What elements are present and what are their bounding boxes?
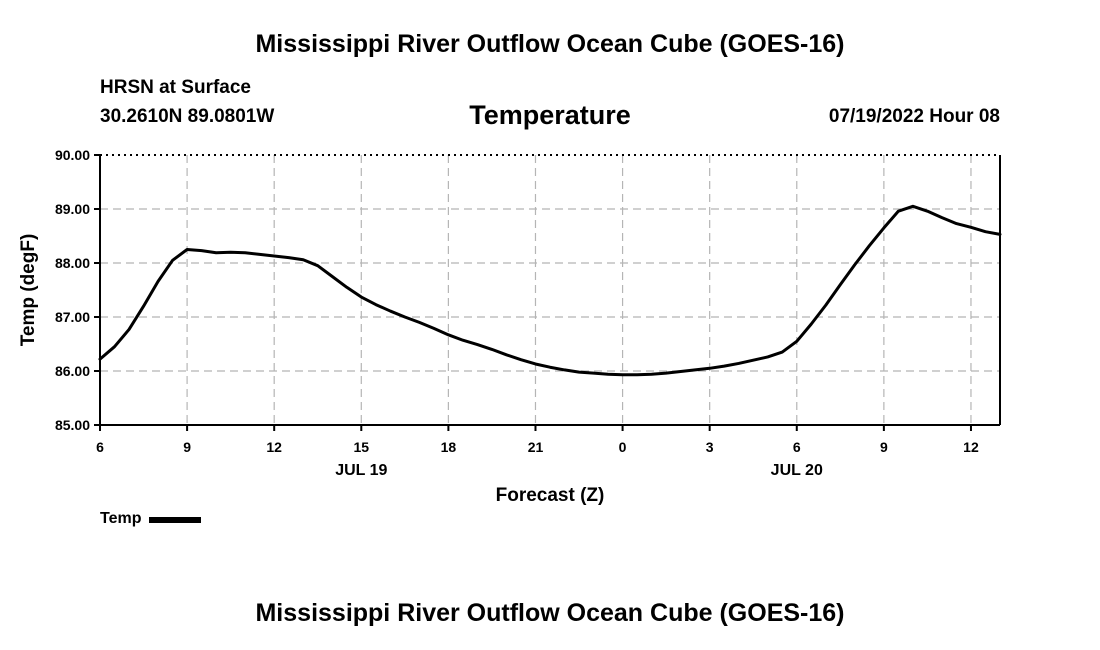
x-tick-label: 12 — [266, 439, 282, 455]
station-label: HRSN at Surface — [100, 77, 251, 98]
x-tick-label: 6 — [793, 439, 801, 455]
figure-title-top: Mississippi River Outflow Ocean Cube (GO… — [255, 30, 845, 58]
x-date-label: JUL 20 — [771, 462, 823, 479]
x-tick-label: 18 — [441, 439, 457, 455]
x-tick-label: 15 — [354, 439, 370, 455]
legend: Temp — [100, 510, 202, 528]
x-tick-label: 21 — [528, 439, 544, 455]
x-tick-label: 0 — [619, 439, 627, 455]
y-tick-label: 85.00 — [55, 417, 90, 433]
x-axis-label: Forecast (Z) — [496, 485, 605, 506]
y-tick-label: 88.00 — [55, 255, 90, 271]
x-tick-label: 6 — [96, 439, 104, 455]
coordinates-label: 30.2610N 89.0801W — [100, 106, 275, 127]
chart-title: Temperature — [469, 100, 631, 130]
y-tick-label: 90.00 — [55, 147, 90, 163]
legend-label-temp: Temp — [100, 510, 142, 527]
x-tick-label: 9 — [183, 439, 191, 455]
datetime-label: 07/19/2022 Hour 08 — [828, 106, 1000, 127]
figure-title-bottom: Mississippi River Outflow Ocean Cube (GO… — [255, 599, 845, 627]
x-tick-label: 3 — [706, 439, 714, 455]
x-date-label: JUL 19 — [335, 462, 387, 479]
x-tick-label: 12 — [963, 439, 979, 455]
y-tick-label: 86.00 — [55, 363, 90, 379]
x-tick-label: 9 — [880, 439, 888, 455]
y-axis-label: Temp (degF) — [18, 234, 39, 347]
y-tick-label: 89.00 — [55, 201, 90, 217]
series-line-temp — [98, 204, 1002, 377]
y-tick-label: 87.00 — [55, 309, 90, 325]
legend-swatch-temp — [149, 517, 202, 523]
